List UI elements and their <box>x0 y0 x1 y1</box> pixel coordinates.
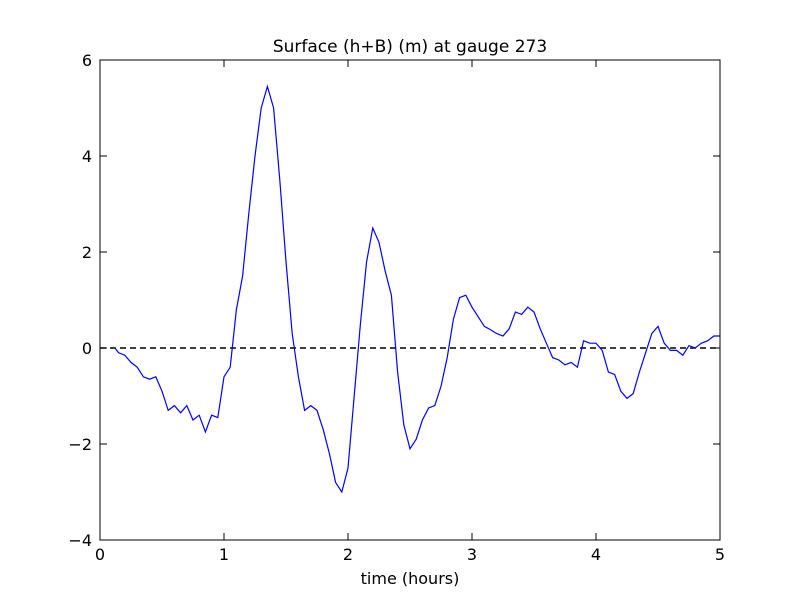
x-tick-label: 3 <box>467 545 477 564</box>
y-tick-label: 0 <box>82 339 92 358</box>
y-tick-label: 6 <box>82 51 92 70</box>
x-tick-label: 5 <box>715 545 725 564</box>
chart-title: Surface (h+B) (m) at gauge 273 <box>273 37 547 57</box>
x-tick-label: 1 <box>219 545 229 564</box>
y-tick-label: −4 <box>68 531 92 550</box>
y-tick-label: −2 <box>68 435 92 454</box>
x-tick-label: 4 <box>591 545 601 564</box>
data-line <box>114 84 720 494</box>
y-tick-label: 4 <box>82 147 92 166</box>
x-axis-label: time (hours) <box>361 569 460 588</box>
x-tick-label: 0 <box>95 545 105 564</box>
x-tick-label: 2 <box>343 545 353 564</box>
plot-frame <box>99 59 721 541</box>
y-tick-label: 2 <box>82 243 92 262</box>
